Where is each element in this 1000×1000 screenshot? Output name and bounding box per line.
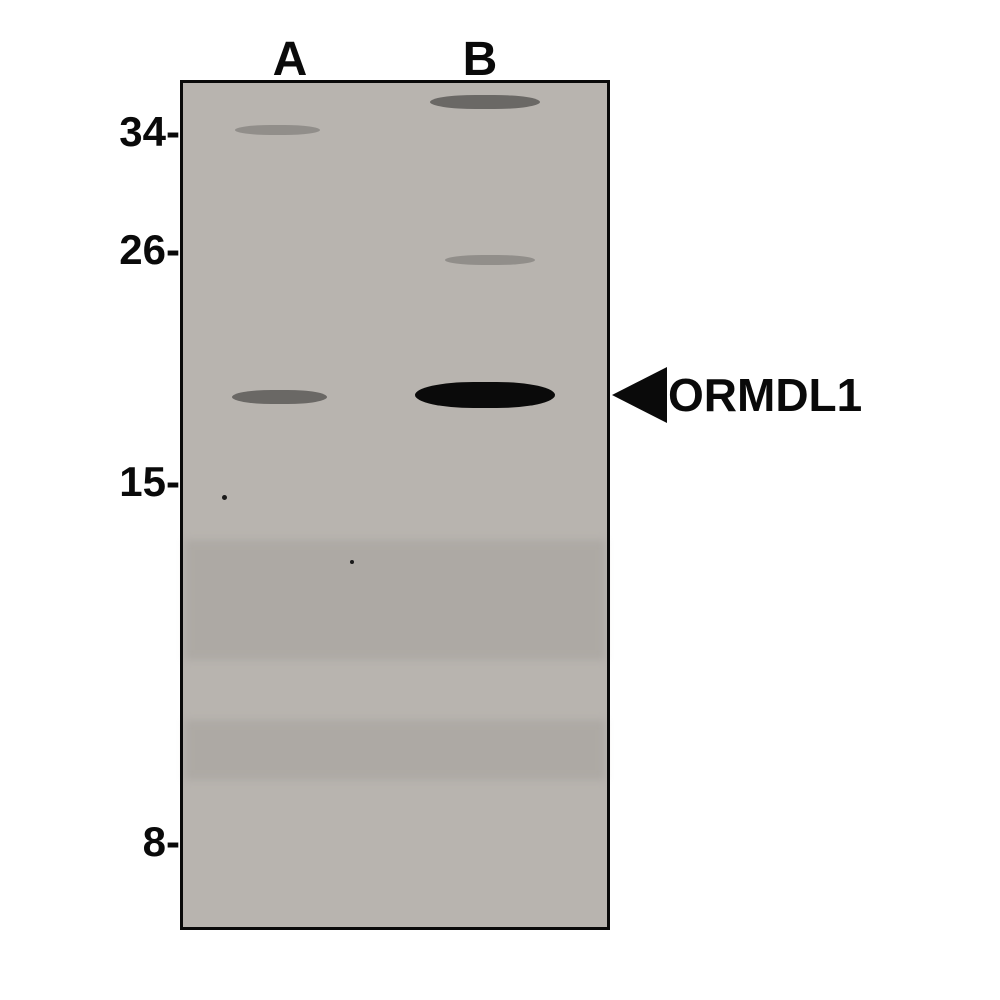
mw-label-26: 26- <box>60 226 180 274</box>
mw-label-8: 8- <box>78 818 180 866</box>
lane-label-a: A <box>265 32 315 87</box>
protein-label: ORMDL1 <box>668 368 862 422</box>
lane-label-b: B <box>455 32 505 87</box>
mw-label-34: 34- <box>60 108 180 156</box>
mw-label-15: 15- <box>60 458 180 506</box>
blot-border <box>180 80 610 930</box>
protein-arrow-icon <box>612 367 667 423</box>
